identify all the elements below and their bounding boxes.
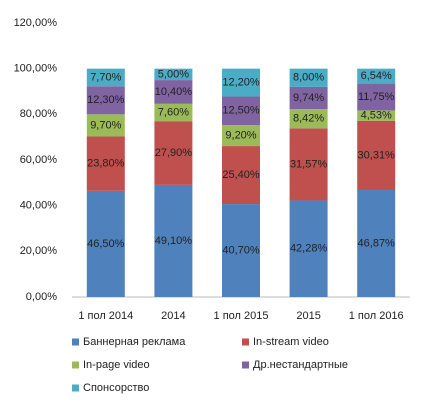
legend-label: Др.нестандартные: [253, 359, 348, 371]
data-label: 46,50%: [87, 238, 125, 250]
y-tick-label: 100,00%: [14, 63, 58, 75]
bar-segment: [86, 190, 125, 297]
legend-marker: [72, 338, 79, 346]
bar-segment: [357, 120, 396, 190]
bar-segment: [86, 86, 125, 115]
bar-segment: [289, 109, 328, 129]
y-tick-label: 60,00%: [20, 154, 58, 166]
y-tick-label: 0,00%: [26, 291, 57, 303]
bar-segment: [222, 68, 260, 97]
bar-segment: [357, 83, 396, 111]
data-label: 10,40%: [155, 86, 193, 98]
bar-segment: [357, 110, 396, 121]
data-label: 31,57%: [290, 158, 328, 170]
bar-segment: [289, 86, 328, 110]
bar-segment: [289, 200, 328, 297]
data-label: 27,90%: [155, 147, 193, 159]
data-label: 46,87%: [358, 237, 396, 249]
data-label: 25,40%: [222, 169, 260, 181]
data-label: 23,80%: [87, 158, 125, 170]
data-label: 11,75%: [358, 91, 395, 103]
x-tick-label: 1 пол 2016: [349, 310, 404, 322]
data-label: 9,70%: [90, 119, 121, 131]
bar-segment: [86, 68, 125, 87]
bar-segment: [86, 114, 125, 137]
legend-label: In-stream video: [253, 336, 329, 348]
bar-segment: [154, 68, 193, 81]
x-tick-label: 1 пол 2015: [214, 310, 269, 322]
data-label: 30,31%: [358, 149, 396, 161]
data-label: 4,53%: [361, 110, 392, 122]
legend-marker: [72, 361, 79, 369]
data-label: 12,20%: [222, 77, 260, 89]
data-label: 40,70%: [222, 244, 260, 256]
bar-segment: [222, 96, 260, 126]
legend-label: In-page video: [83, 359, 150, 371]
legend-marker: [72, 384, 79, 392]
y-tick-label: 120,00%: [14, 17, 58, 29]
data-label: 7,70%: [90, 71, 121, 83]
data-label: 5,00%: [158, 68, 189, 80]
data-label: 7,60%: [158, 106, 189, 118]
y-tick-label: 80,00%: [20, 108, 58, 120]
data-label: 8,42%: [293, 113, 324, 125]
y-tick-label: 20,00%: [20, 245, 58, 257]
data-label: 6,54%: [361, 70, 392, 82]
data-label: 8,00%: [293, 72, 324, 84]
data-label: 49,10%: [155, 235, 193, 247]
legend-label: Баннерная реклама: [83, 336, 186, 348]
x-tick-label: 1 пол 2014: [78, 310, 133, 322]
bar-segment: [222, 204, 260, 297]
legend-marker: [242, 361, 249, 369]
bar-segment: [86, 136, 125, 191]
bar-segment: [154, 80, 193, 104]
data-label: 12,30%: [87, 94, 125, 106]
data-label: 9,20%: [225, 129, 256, 141]
bar-segment: [222, 125, 260, 147]
bar-segment: [222, 146, 260, 205]
bar-segment: [289, 68, 328, 87]
bar-segment: [154, 184, 193, 297]
bar-segment: [154, 103, 193, 122]
bar-segment: [289, 128, 328, 201]
bar-segment: [357, 189, 396, 297]
data-label: 42,28%: [290, 243, 328, 255]
x-tick-label: 2015: [296, 310, 320, 322]
y-tick-label: 40,00%: [20, 200, 58, 212]
data-label: 12,50%: [222, 105, 260, 117]
legend-label: Спонсорство: [83, 382, 149, 394]
legend-marker: [242, 338, 249, 346]
bar-segment: [154, 121, 193, 185]
data-label: 9,74%: [293, 92, 324, 104]
bar-segment: [357, 68, 396, 84]
x-tick-label: 2014: [161, 310, 185, 322]
